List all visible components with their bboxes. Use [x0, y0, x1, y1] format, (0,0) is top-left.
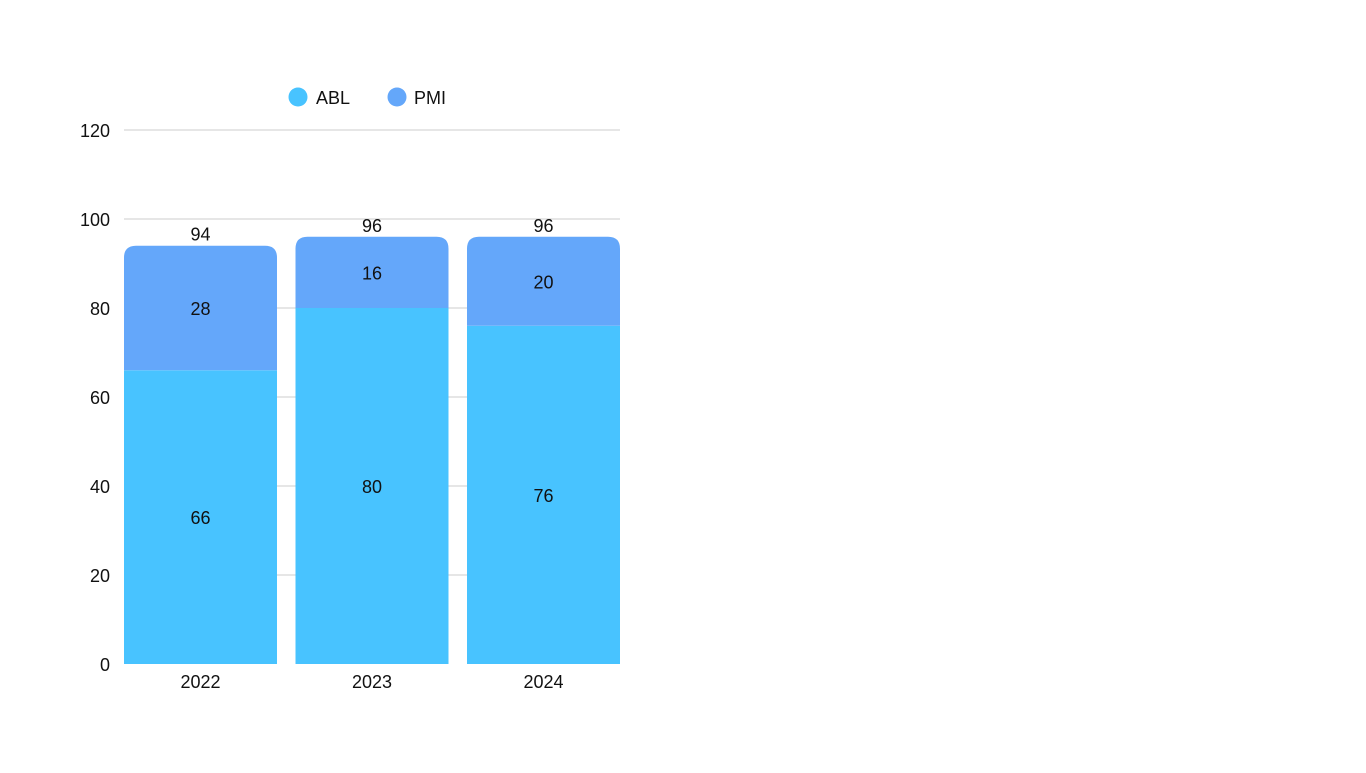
legend-label-abl: ABL: [316, 88, 350, 108]
bar-segment-abl-2024: [467, 325, 620, 664]
data-label-pmi: 20: [533, 272, 553, 292]
total-label: 94: [190, 225, 210, 245]
total-label: 96: [533, 216, 553, 236]
bar-segment-pmi-2024: [467, 236, 620, 326]
y-tick-label: 80: [90, 299, 110, 319]
bars: [124, 236, 620, 664]
data-label-pmi: 16: [362, 263, 382, 283]
total-label: 96: [362, 216, 382, 236]
x-axis-tick-labels: 2022 2023 2024: [180, 672, 563, 692]
legend: ABL PMI: [288, 87, 446, 108]
data-labels: 66 28 94 80 16 96 76 20 96: [190, 216, 553, 528]
x-tick-label: 2023: [352, 672, 392, 692]
y-tick-label: 60: [90, 388, 110, 408]
y-tick-label: 0: [100, 655, 110, 675]
y-axis-tick-labels: 0 20 40 60 80 100 120: [80, 121, 110, 675]
bar-segment-pmi-2023: [295, 236, 449, 308]
y-tick-label: 40: [90, 477, 110, 497]
x-tick-label: 2024: [523, 672, 563, 692]
bar-segment-pmi-2022: [124, 245, 277, 371]
legend-label-pmi: PMI: [414, 88, 446, 108]
data-label-abl: 80: [362, 477, 382, 497]
data-label-abl: 66: [190, 508, 210, 528]
y-tick-label: 120: [80, 121, 110, 141]
data-label-abl: 76: [533, 486, 553, 506]
legend-marker-pmi: [387, 87, 407, 107]
bar-segment-abl-2023: [295, 308, 449, 664]
legend-marker-abl: [288, 87, 308, 107]
y-tick-label: 100: [80, 210, 110, 230]
bar-segment-abl-2022: [124, 370, 277, 664]
data-label-pmi: 28: [190, 299, 210, 319]
y-tick-label: 20: [90, 566, 110, 586]
x-tick-label: 2022: [180, 672, 220, 692]
